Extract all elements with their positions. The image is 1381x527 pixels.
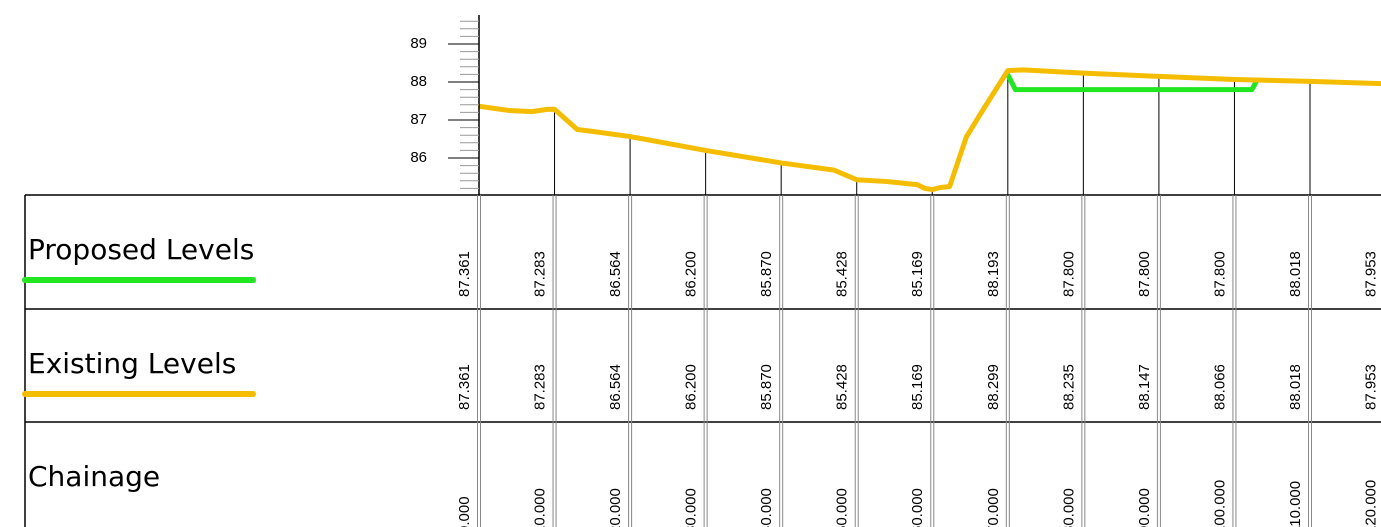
chainage-value: 110.000 [1287,481,1304,527]
row-label: Chainage [28,460,160,493]
level-value: 88.018 [1287,251,1304,297]
y-tick-label: 87 [410,111,427,128]
level-value: 87.361 [456,364,473,410]
chainage-value: 10.000 [532,488,549,527]
level-value: 87.800 [1211,251,1228,297]
level-value: 87.283 [532,251,549,297]
level-value: 88.299 [985,364,1002,410]
level-value: 88.193 [985,251,1002,297]
level-value: 87.800 [1060,251,1077,297]
row-label: Existing Levels [28,347,236,380]
chainage-value: 120.000 [1363,480,1380,527]
chainage-value: 90.000 [1136,488,1153,527]
chainage-value: 50.000 [834,488,851,527]
chainage-value: 0.000 [456,496,473,527]
level-value: 87.953 [1363,364,1380,410]
level-value: 86.200 [683,364,700,410]
level-value: 88.147 [1136,364,1153,410]
level-value: 87.283 [532,364,549,410]
level-value: 88.235 [1060,364,1077,410]
level-line [1005,72,1260,93]
level-value: 86.564 [607,364,624,410]
level-value: 85.428 [834,364,851,410]
level-line [479,67,1381,193]
chainage-value: 30.000 [683,488,700,527]
chainage-value: 60.000 [909,488,926,527]
level-value: 85.169 [909,364,926,410]
y-tick-label: 86 [410,149,427,166]
level-value: 85.870 [758,251,775,297]
chainage-value: 80.000 [1060,488,1077,527]
level-value: 87.800 [1136,251,1153,297]
level-value: 87.361 [456,251,473,297]
y-tick-label: 88 [410,73,427,90]
level-value: 88.066 [1211,364,1228,410]
chainage-value: 100.000 [1211,480,1228,527]
chainage-value: 20.000 [607,488,624,527]
level-value: 85.870 [758,364,775,410]
level-value: 85.428 [834,251,851,297]
y-tick-label: 89 [410,35,427,52]
level-value: 86.200 [683,251,700,297]
row-label: Proposed Levels [28,233,254,266]
plot-area [479,67,1381,195]
chainage-value: 40.000 [758,488,775,527]
level-value: 85.169 [909,251,926,297]
chainage-value: 70.000 [985,488,1002,527]
level-value: 88.018 [1287,364,1304,410]
level-value: 86.564 [607,251,624,297]
level-value: 87.953 [1363,251,1380,297]
